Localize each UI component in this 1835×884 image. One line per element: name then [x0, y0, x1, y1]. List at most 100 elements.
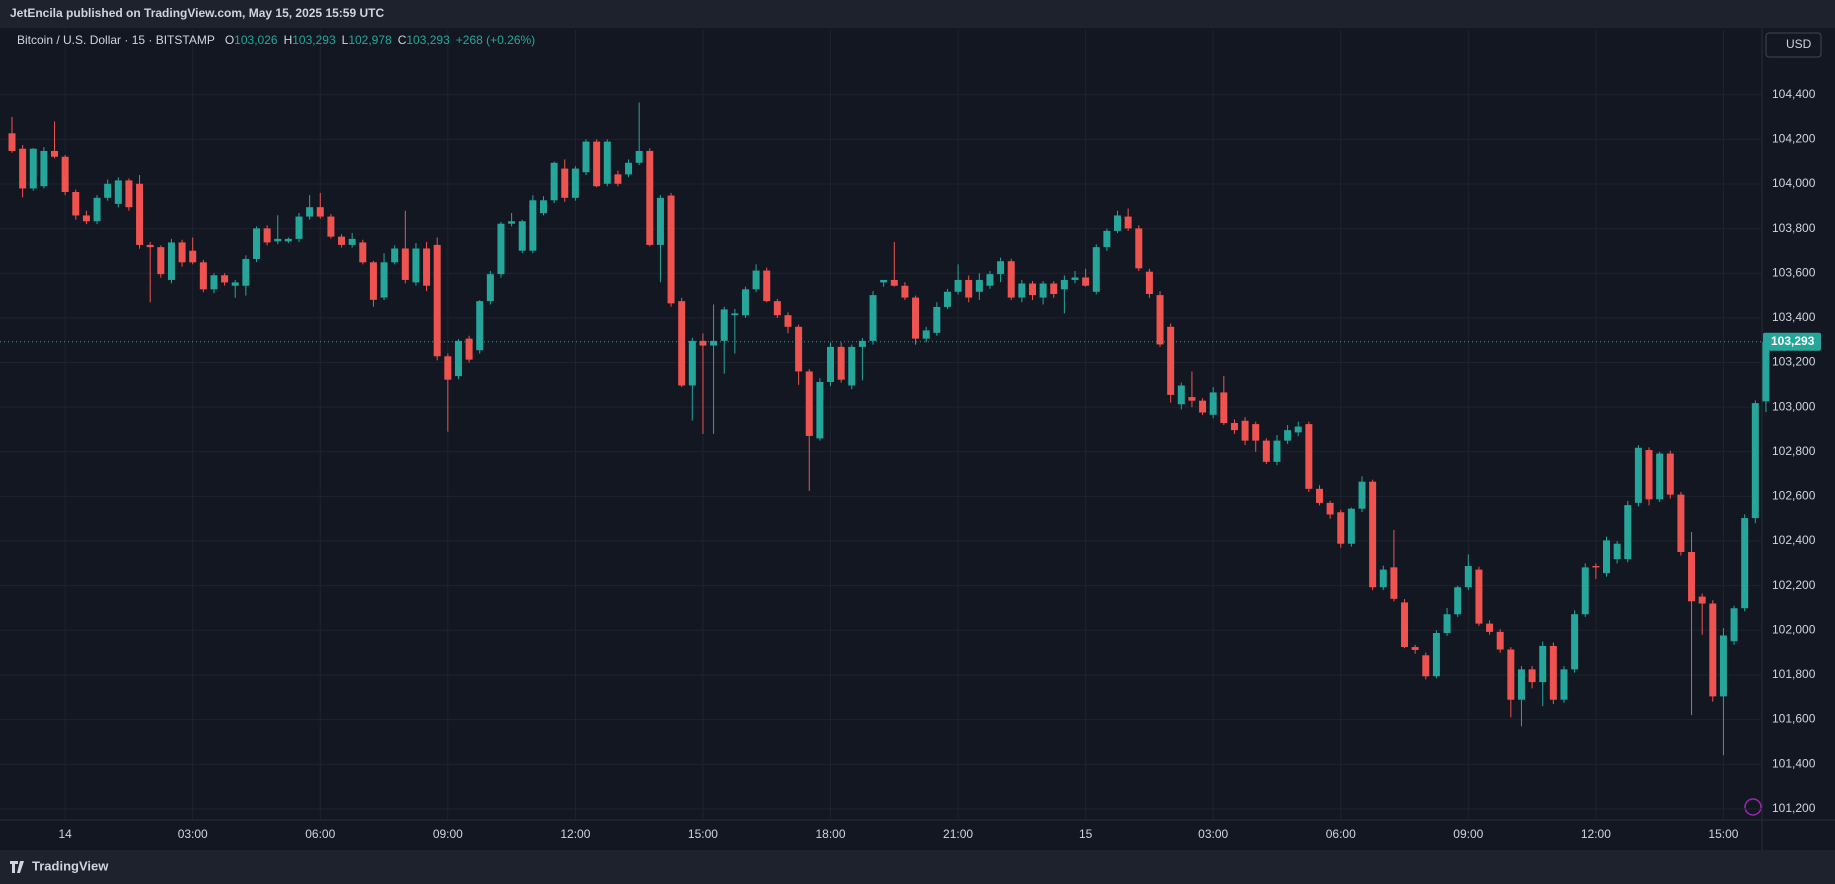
candle-body — [986, 274, 994, 286]
candle-body — [380, 262, 388, 298]
legend-key: C — [398, 33, 407, 47]
candle-body — [1103, 230, 1111, 248]
candle-body — [943, 291, 951, 307]
x-tick-label: 09:00 — [1453, 827, 1483, 841]
candle-body — [975, 279, 983, 292]
candle-body — [614, 174, 622, 184]
candle-body — [837, 346, 845, 380]
candle-body — [51, 150, 59, 157]
legend-value: 103,026 — [234, 33, 278, 47]
header-title: JetEncila published on TradingView.com, … — [10, 6, 384, 20]
candle-body — [1315, 488, 1323, 503]
candle-body — [1018, 283, 1026, 298]
x-tick-label: 03:00 — [1198, 827, 1228, 841]
bolt-icon[interactable] — [1744, 798, 1762, 816]
candle-body — [603, 141, 611, 184]
x-tick-label: 09:00 — [433, 827, 463, 841]
candle-body — [1539, 645, 1547, 683]
y-tick-label: 103,000 — [1772, 399, 1816, 413]
currency[interactable]: USD — [1786, 37, 1812, 51]
candle-body — [869, 295, 877, 341]
candle-body — [901, 285, 909, 298]
legend-value: 102,978 — [348, 33, 392, 47]
candle-body — [412, 248, 420, 283]
candle-body — [1305, 424, 1313, 489]
candle-body — [497, 223, 505, 275]
candle-body — [656, 197, 664, 245]
y-tick-label: 102,200 — [1772, 578, 1816, 592]
candle-body — [1390, 567, 1398, 599]
candle-body — [1464, 566, 1472, 588]
candle-body — [890, 279, 898, 286]
candle-body — [550, 162, 558, 201]
logo — [10, 861, 24, 873]
candle-body — [1347, 508, 1355, 544]
candle-body — [1741, 518, 1749, 609]
header-bar — [0, 0, 1835, 28]
candle-body — [518, 221, 526, 251]
candle-body — [710, 340, 718, 346]
candle-body — [582, 141, 590, 173]
candle-body — [433, 244, 441, 357]
y-tick-label: 104,000 — [1772, 176, 1816, 190]
candle-body — [274, 238, 282, 242]
candle-body — [1666, 453, 1674, 495]
candle-body — [1486, 623, 1494, 632]
legend-key: H — [284, 33, 293, 47]
candle-body — [646, 150, 654, 245]
last-price-box — [1763, 332, 1821, 351]
y-tick-label: 103,400 — [1772, 310, 1816, 324]
candle-body — [1284, 430, 1292, 441]
candle-body — [1379, 569, 1387, 588]
candle-body — [1730, 608, 1738, 642]
candle-body — [1560, 669, 1568, 700]
candle-body — [284, 238, 292, 242]
candle-body — [1028, 283, 1036, 296]
candle-body — [1688, 551, 1696, 602]
candle-body — [1114, 215, 1122, 231]
candle-body — [1124, 216, 1132, 229]
y-tick-label: 101,200 — [1772, 801, 1816, 815]
candle-body — [136, 183, 144, 245]
candle-body — [1443, 614, 1451, 633]
candle-body — [784, 315, 792, 327]
candle-body — [933, 306, 941, 333]
candle-body — [1369, 481, 1377, 588]
change: +268 (+0.26%) — [456, 33, 535, 47]
candle-body — [189, 250, 197, 263]
currency-button[interactable] — [1765, 32, 1822, 58]
candle-body — [178, 242, 186, 263]
candle-body — [40, 150, 48, 187]
candle-body — [731, 313, 739, 316]
candle-body — [125, 180, 133, 208]
candle-body — [1507, 649, 1515, 700]
candle-body — [1528, 669, 1536, 683]
y-tick-label: 101,400 — [1772, 756, 1816, 770]
candle-body — [1571, 614, 1579, 670]
legend: Bitcoin / U.S. Dollar · 15 · BITSTAMP O10… — [17, 33, 535, 47]
x-tick-label: 06:00 — [305, 827, 335, 841]
candle-body — [1411, 647, 1419, 650]
candle-body — [29, 148, 37, 189]
candle-body — [1252, 424, 1260, 441]
candle-body — [1762, 341, 1770, 402]
candle-body — [880, 279, 888, 283]
symbol: Bitcoin / U.S. Dollar · 15 · BITSTAMP — [17, 33, 215, 47]
candle-body — [1751, 403, 1759, 519]
candle-body — [423, 248, 431, 286]
y-tick-label: 101,600 — [1772, 712, 1816, 726]
legend-value: 103,293 — [292, 33, 336, 47]
y-tick-label: 102,000 — [1772, 622, 1816, 636]
candle-body — [61, 156, 69, 193]
candle-body — [1656, 453, 1664, 500]
candle-body — [1039, 283, 1047, 298]
candle-body — [1007, 261, 1015, 298]
candle-body — [741, 289, 749, 316]
legend-key: O — [225, 33, 234, 47]
candle-body — [1645, 449, 1653, 500]
candle-body — [369, 262, 377, 300]
candle-body — [1294, 426, 1302, 433]
y-tick-label: 103,600 — [1772, 265, 1816, 279]
